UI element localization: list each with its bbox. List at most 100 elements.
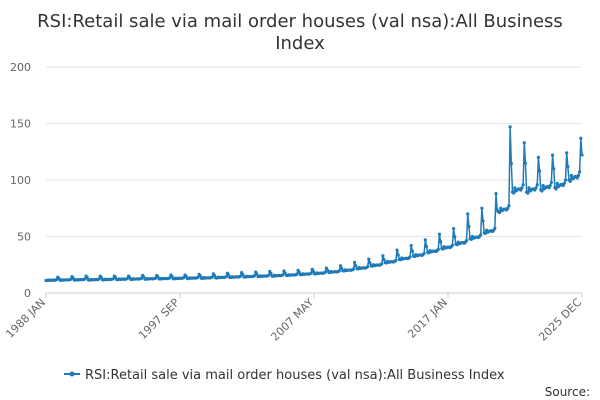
data-point	[521, 183, 525, 187]
data-point	[568, 179, 572, 183]
y-tick-label: 0	[24, 287, 31, 300]
data-point	[548, 184, 552, 188]
data-point	[252, 274, 257, 278]
data-point	[576, 173, 581, 178]
y-tick-label: 150	[10, 118, 31, 131]
data-point	[168, 276, 172, 280]
data-point	[493, 226, 497, 230]
data-point	[554, 187, 558, 191]
data-point	[499, 206, 503, 210]
data-point	[408, 255, 412, 259]
data-point	[367, 257, 371, 261]
data-point	[450, 243, 455, 247]
data-point	[366, 265, 370, 269]
legend-marker	[69, 371, 75, 377]
data-point	[394, 258, 398, 263]
data-point	[338, 264, 343, 268]
x-tick-label: 2017 JAN	[405, 296, 450, 341]
data-point	[295, 272, 299, 276]
data-point	[311, 269, 316, 273]
source-label: Source:	[545, 385, 590, 399]
data-point	[111, 277, 115, 281]
data-point	[69, 277, 73, 281]
data-point	[267, 273, 271, 277]
data-point	[85, 275, 89, 280]
data-point	[565, 151, 569, 155]
data-point	[552, 167, 556, 171]
data-point	[509, 161, 513, 166]
data-point	[507, 204, 511, 208]
data-point	[563, 178, 568, 182]
data-point	[513, 186, 517, 190]
data-point	[422, 251, 426, 256]
data-point	[541, 184, 545, 188]
x-tick-label: 2025 DEC	[536, 296, 584, 344]
data-point	[508, 125, 512, 129]
x-tick-label: 1997 SEP	[136, 296, 182, 342]
data-point	[512, 191, 516, 195]
data-point	[354, 264, 358, 268]
data-point	[309, 271, 313, 275]
data-point	[452, 226, 456, 231]
data-point	[281, 273, 285, 277]
data-point	[540, 189, 544, 193]
x-tick-label: 2007 MAY	[268, 296, 316, 344]
data-point	[55, 278, 59, 282]
data-point	[210, 275, 214, 279]
data-point	[494, 191, 498, 196]
data-point	[436, 247, 440, 251]
series-group	[44, 125, 584, 283]
data-point	[255, 272, 259, 276]
y-tick-label: 200	[10, 61, 31, 74]
data-point	[578, 170, 582, 174]
data-point	[337, 269, 341, 273]
data-point	[382, 258, 386, 262]
data-point	[464, 239, 469, 243]
data-point	[323, 270, 327, 274]
chart-title-line-2: Index	[275, 33, 325, 54]
data-point	[566, 165, 570, 169]
x-tick-label: 1988 JAN	[3, 296, 48, 341]
data-point	[467, 225, 471, 229]
data-point	[368, 261, 372, 265]
data-point	[395, 248, 399, 252]
data-point	[466, 212, 470, 216]
data-point	[196, 275, 200, 279]
gridlines	[46, 66, 582, 294]
data-point	[409, 243, 413, 248]
data-point	[182, 276, 186, 280]
x-axis: 1988 JAN 1997 SEP 2007 MAY 2017 JAN 2025 DEC	[3, 293, 584, 344]
data-point	[562, 181, 566, 185]
data-point	[97, 277, 101, 281]
data-point	[437, 232, 442, 236]
data-point	[424, 244, 429, 249]
chart-title-line-1: RSI:Retail sale via mail order houses (v…	[37, 11, 563, 32]
data-point	[550, 153, 555, 157]
data-point	[522, 141, 526, 145]
y-tick-label: 100	[10, 174, 31, 187]
data-point	[579, 136, 583, 140]
data-point	[241, 272, 245, 277]
data-point	[353, 260, 357, 265]
data-point	[283, 271, 287, 275]
data-point	[535, 183, 539, 187]
data-point	[569, 173, 574, 178]
data-point	[526, 191, 530, 195]
y-axis-ticks: 0 50 100 150 200	[10, 61, 31, 300]
data-point	[269, 271, 273, 276]
data-point	[480, 206, 484, 210]
data-point	[396, 253, 400, 257]
data-point	[439, 240, 443, 244]
legend[interactable]: RSI:Retail sale via mail order houses (v…	[64, 368, 505, 383]
data-point	[351, 267, 356, 271]
data-point	[506, 206, 510, 210]
y-tick-label: 50	[17, 231, 31, 244]
data-point	[453, 235, 457, 239]
data-point	[537, 169, 542, 173]
data-point	[238, 274, 242, 278]
data-point	[410, 249, 414, 253]
data-point	[153, 276, 158, 280]
data-point	[527, 186, 531, 190]
data-point	[139, 276, 144, 280]
